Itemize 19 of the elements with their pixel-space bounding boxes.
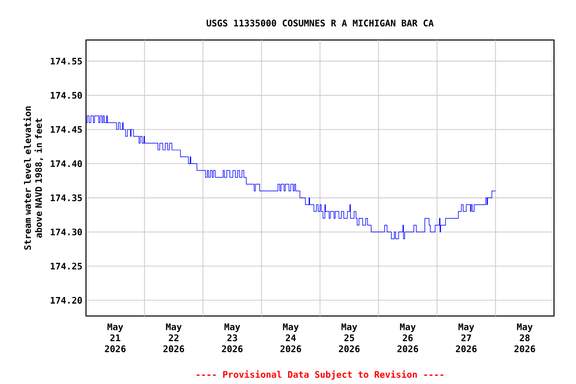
x-tick-label: May 28 2026 (514, 324, 536, 352)
y-tick-label: 174.40 (50, 160, 82, 168)
y-tick-label: 174.50 (50, 92, 82, 99)
y-tick-label: 174.30 (50, 228, 82, 236)
y-tick-label: 174.45 (50, 126, 82, 133)
y-tick-label: 174.25 (50, 262, 82, 270)
y-axis-title: Stream water level elevation above NAVD 1988, in feet (24, 106, 44, 250)
chart-title: USGS 11335000 COSUMNES R A MICHIGAN BAR CA (206, 20, 434, 26)
y-tick-label: 174.20 (50, 296, 82, 304)
x-tick-label: May 27 2026 (456, 324, 477, 352)
x-tick-label: May 21 2026 (104, 324, 126, 352)
y-tick-label: 174.35 (50, 194, 82, 202)
y-tick-label: 174.55 (50, 58, 82, 65)
x-tick-label: May 24 2026 (280, 324, 302, 352)
x-tick-label: May 25 2026 (338, 324, 360, 352)
x-tick-label: May 23 2026 (222, 324, 243, 352)
x-tick-label: May 22 2026 (163, 324, 184, 352)
x-tick-label: May 26 2026 (397, 324, 418, 352)
text: ---- Provisional Data Subject to Revision ---- (196, 370, 444, 380)
